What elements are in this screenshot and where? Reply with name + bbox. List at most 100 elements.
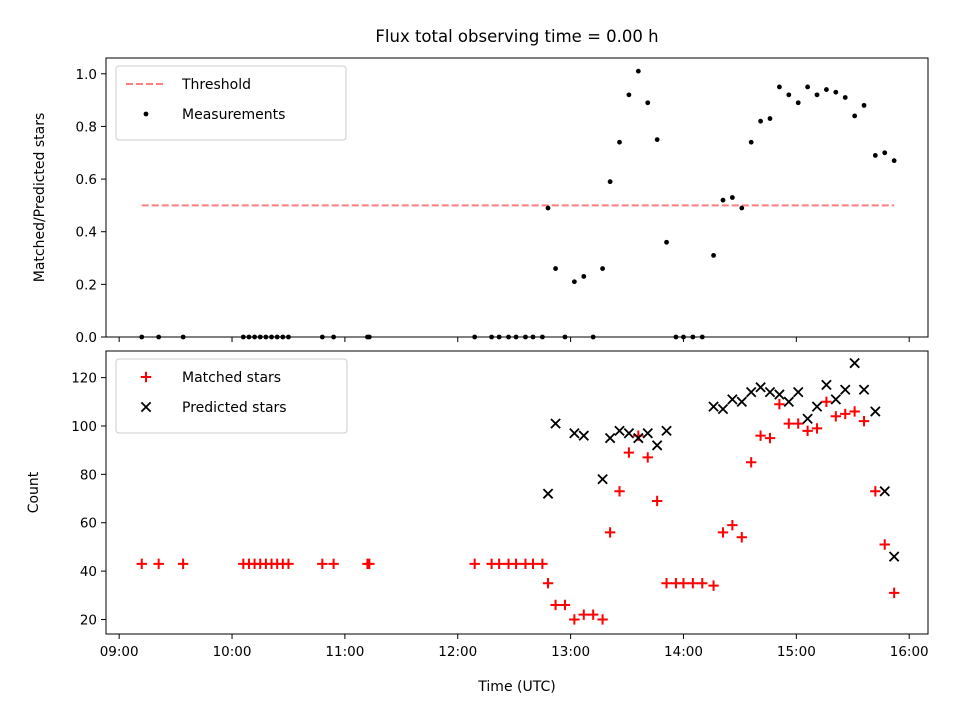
matched-stars-point	[328, 558, 339, 570]
predicted-stars-point	[736, 396, 748, 408]
matched-stars-point	[678, 578, 689, 589]
matched-stars-point	[661, 578, 672, 589]
x-tick-label: 15:00	[777, 644, 816, 660]
matched-stars-point	[821, 396, 832, 407]
predicted-stars-point	[755, 382, 766, 393]
y-tick-label: 1.0	[76, 67, 97, 83]
matched-stars-point	[317, 558, 328, 570]
measurement-point	[842, 95, 848, 100]
x-axis-label: Time (UTC)	[477, 679, 555, 695]
count-marks	[136, 357, 900, 625]
predicted-stars-point	[727, 394, 738, 405]
matched-stars-point	[569, 614, 580, 625]
ratio-panel: 0.0 0.2 0.4 0.6 0.8 1.0 Matched/Predicted sta…	[32, 57, 929, 346]
measurement-point	[664, 239, 669, 245]
measurement-point	[607, 179, 613, 185]
predicted-stars-point	[651, 440, 663, 451]
measurement-point	[626, 92, 632, 98]
predicted-stars-point	[830, 394, 842, 405]
matched-stars-point	[697, 578, 708, 589]
matched-stars-point	[559, 599, 571, 611]
measurement-point	[767, 116, 773, 121]
predicted-stars-point	[661, 425, 672, 437]
predicted-stars-point	[821, 379, 832, 391]
matched-stars-point	[623, 447, 635, 458]
count-y-axis-label: Count	[26, 471, 42, 513]
measurement-point	[824, 87, 829, 92]
legend-plus-swatch	[140, 371, 152, 383]
chart-title: Flux total observing time = 0.00 h	[375, 27, 658, 46]
matched-stars-point	[811, 423, 823, 434]
predicted-stars-point	[542, 488, 554, 499]
measurement-point	[852, 113, 858, 119]
predicted-stars-point	[614, 425, 625, 437]
measurement-point	[729, 195, 735, 200]
measurement-point	[581, 274, 587, 279]
count-x-ticks: 09:00 10:00 11:00 12:00 13:00 14:00 15:00 16:00	[100, 634, 929, 660]
matched-stars-point	[550, 599, 561, 611]
count-axes-frame	[105, 350, 929, 635]
measurement-point	[635, 68, 641, 74]
matched-stars-point	[136, 558, 147, 570]
y-tick-label: 0.6	[76, 172, 97, 188]
measurement-point	[739, 205, 745, 211]
measurement-point	[600, 266, 605, 271]
predicted-stars-point	[623, 428, 635, 439]
measurement-point	[748, 139, 754, 145]
legend-label: Matched stars	[182, 370, 281, 386]
legend-x-swatch	[140, 401, 152, 413]
legend-dot-swatch	[143, 111, 149, 117]
predicted-stars-point	[811, 401, 823, 412]
matched-stars-point	[830, 411, 842, 422]
matched-stars-point	[783, 418, 795, 429]
y-tick-label: 0.4	[76, 225, 97, 241]
measurement-point	[882, 150, 888, 156]
count-panel: 20 40 60 80 100 120 09:00 10:00 11:00 12:00 13:00…	[26, 350, 929, 695]
predicted-stars-point	[633, 432, 644, 444]
x-tick-label: 14:00	[664, 644, 703, 660]
count-y-ticks: 20 40 60 80 100 120	[71, 371, 106, 628]
matched-stars-point	[177, 558, 189, 570]
legend-label: Measurements	[182, 107, 285, 123]
measurement-point	[805, 84, 811, 90]
y-tick-label: 60	[80, 516, 97, 532]
y-tick-label: 100	[71, 419, 97, 435]
matched-stars-point	[642, 452, 653, 463]
x-tick-label: 13:00	[551, 644, 590, 660]
ratio-y-ticks: 0.0 0.2 0.4 0.6 0.8 1.0	[76, 67, 106, 346]
matched-stars-point	[527, 558, 539, 570]
x-tick-label: 16:00	[890, 644, 929, 660]
matched-stars-point	[774, 399, 785, 410]
measurement-point	[795, 100, 801, 106]
matched-stars-point	[879, 539, 890, 550]
predicted-stars-point	[870, 406, 881, 417]
ratio-marks	[139, 68, 897, 340]
legend-box	[115, 358, 348, 434]
y-tick-label: 0.8	[76, 119, 97, 135]
matched-stars-point	[542, 578, 554, 589]
predicted-stars-point	[849, 357, 860, 369]
y-tick-label: 20	[80, 612, 97, 628]
matched-stars-point	[840, 408, 851, 420]
y-tick-label: 0.0	[76, 330, 97, 346]
predicted-stars-point	[717, 403, 729, 415]
y-tick-label: 0.2	[76, 277, 97, 293]
matched-stars-point	[578, 609, 589, 620]
predicted-stars-point	[774, 389, 785, 400]
matched-stars-point	[537, 558, 548, 570]
matched-stars-point	[614, 486, 625, 497]
matched-stars-point	[802, 425, 813, 437]
legend-label: Predicted stars	[182, 400, 287, 416]
matched-stars-point	[793, 418, 804, 429]
x-tick-label: 09:00	[100, 644, 139, 660]
predicted-stars-point	[569, 428, 580, 439]
ratio-legend: Threshold Measurements	[115, 65, 347, 141]
measurement-point	[786, 92, 792, 98]
measurement-point	[571, 279, 577, 285]
predicted-stars-point	[642, 428, 653, 439]
matched-stars-point	[493, 558, 505, 570]
matched-stars-point	[510, 558, 522, 570]
measurement-point	[777, 84, 782, 90]
measurement-point	[645, 100, 651, 106]
measurement-point	[814, 92, 820, 98]
